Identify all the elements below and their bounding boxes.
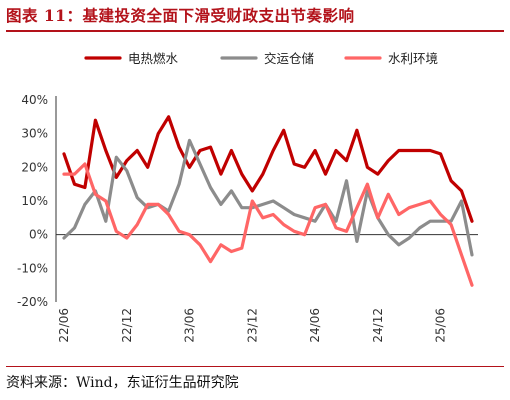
- legend-label: 水利环境: [388, 51, 438, 66]
- x-tick-label: 23/06: [183, 308, 197, 343]
- page-title: 图表 11：基建投资全面下滑受财政支出节奏影响: [6, 6, 355, 25]
- y-tick-label: 40%: [21, 93, 48, 107]
- y-tick-label: 0%: [29, 228, 48, 242]
- legend-label: 电热燃水: [128, 51, 179, 66]
- series-line-3: [62, 162, 474, 287]
- axes: -20% -10% 0% 10% 20% 30% 40% 22/06 22/12 23/06 23/…: [17, 93, 478, 343]
- series-line-1: [62, 115, 474, 223]
- y-tick-label: 30%: [21, 127, 48, 141]
- x-tick-label: 24/06: [308, 308, 322, 343]
- y-tick-label: 10%: [21, 194, 48, 208]
- x-tick-label: 22/06: [57, 308, 71, 343]
- series-lines: [62, 115, 474, 287]
- legend: 电热燃水 交运仓储 水利环境: [84, 51, 438, 66]
- y-tick-label: -10%: [17, 261, 48, 275]
- footer-divider: [6, 366, 504, 367]
- legend-label: 交运仓储: [264, 51, 314, 66]
- title-divider: [6, 30, 504, 32]
- x-tick-label: 24/12: [371, 308, 385, 343]
- x-tick-label: 22/12: [120, 308, 134, 343]
- source-note: 资料来源：Wind，东证衍生品研究院: [6, 375, 239, 391]
- series-line-2: [62, 138, 474, 257]
- y-tick-label: -20%: [17, 295, 48, 309]
- x-tick-label: 23/12: [245, 308, 259, 343]
- x-tick-label: 25/06: [434, 308, 448, 343]
- y-tick-label: 20%: [21, 160, 48, 174]
